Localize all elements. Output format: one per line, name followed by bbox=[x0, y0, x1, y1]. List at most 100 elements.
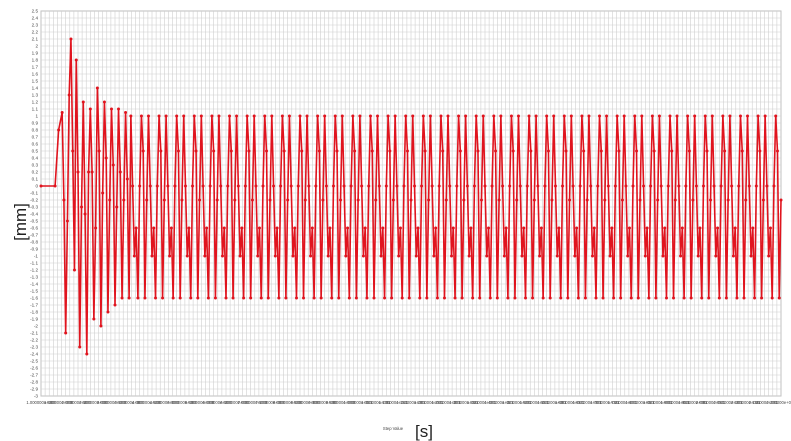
data-point bbox=[680, 226, 684, 230]
data-point bbox=[231, 296, 235, 300]
data-point bbox=[92, 317, 96, 321]
data-point bbox=[635, 149, 639, 153]
data-point bbox=[356, 198, 360, 202]
data-point bbox=[587, 114, 591, 118]
y-tick-label: -1.4 bbox=[30, 282, 38, 287]
data-point bbox=[374, 198, 378, 202]
data-point bbox=[578, 184, 582, 188]
data-point bbox=[164, 114, 168, 118]
y-tick-label: 1.3 bbox=[32, 93, 39, 98]
data-point bbox=[760, 296, 764, 300]
y-tick-label: 0.5 bbox=[32, 149, 39, 154]
y-tick-label: -1.9 bbox=[30, 317, 38, 322]
data-point bbox=[592, 226, 596, 230]
data-point bbox=[182, 114, 186, 118]
y-tick-label: 1.4 bbox=[32, 86, 39, 91]
x-tick-label: 1.850000e+001 bbox=[643, 400, 673, 405]
data-point bbox=[552, 114, 556, 118]
y-tick-label: 0.9 bbox=[32, 121, 39, 126]
data-point bbox=[590, 254, 594, 258]
data-point bbox=[57, 128, 61, 132]
data-point bbox=[421, 114, 425, 118]
data-point bbox=[545, 114, 549, 118]
data-point bbox=[80, 205, 84, 209]
data-point bbox=[617, 149, 621, 153]
y-tick-label: 1.7 bbox=[32, 65, 39, 70]
x-tick-label: 2.500000e+000 bbox=[79, 400, 109, 405]
y-tick-label: -1.7 bbox=[30, 303, 38, 308]
y-tick-label: -2.2 bbox=[30, 338, 38, 343]
y-tick-label: -2.3 bbox=[30, 345, 38, 350]
data-point bbox=[753, 296, 757, 300]
data-point bbox=[185, 254, 189, 258]
data-point bbox=[747, 184, 751, 188]
data-point bbox=[342, 184, 346, 188]
y-tick-label: -0.2 bbox=[30, 198, 38, 203]
data-point bbox=[245, 114, 249, 118]
y-tick-label: 0.8 bbox=[32, 128, 39, 133]
x-tick-label: 4.000000e+000 bbox=[132, 400, 162, 405]
x-axis-label: [s] bbox=[415, 422, 433, 441]
data-point bbox=[300, 149, 304, 153]
data-point bbox=[520, 254, 524, 258]
data-point bbox=[441, 149, 445, 153]
data-point bbox=[124, 111, 128, 114]
x-tick-label: 1.750000e+001 bbox=[608, 400, 638, 405]
y-tick-label: 0.1 bbox=[32, 177, 39, 182]
data-point bbox=[194, 149, 198, 153]
data-point bbox=[280, 114, 284, 118]
data-point bbox=[460, 296, 464, 300]
data-point bbox=[437, 184, 441, 188]
data-point bbox=[684, 184, 688, 188]
data-point bbox=[388, 149, 392, 153]
data-point bbox=[391, 198, 395, 202]
data-point bbox=[626, 254, 630, 258]
data-point bbox=[506, 296, 510, 300]
data-point bbox=[673, 198, 677, 202]
data-point bbox=[287, 114, 291, 118]
data-point bbox=[744, 198, 748, 202]
data-point bbox=[402, 184, 406, 188]
data-point bbox=[562, 114, 566, 118]
x-tick-label: 2.000000e+001 bbox=[696, 400, 726, 405]
data-point bbox=[474, 114, 478, 118]
y-tick-label: 0.6 bbox=[32, 142, 39, 147]
y-tick-label: -1.1 bbox=[30, 261, 38, 266]
y-tick-label: 1.8 bbox=[32, 58, 39, 63]
data-point bbox=[330, 296, 334, 300]
data-point bbox=[90, 170, 94, 174]
data-point bbox=[398, 226, 402, 230]
data-point bbox=[561, 184, 565, 188]
data-point bbox=[705, 149, 709, 153]
data-point bbox=[464, 114, 468, 118]
data-point bbox=[763, 114, 767, 118]
data-point bbox=[620, 198, 624, 202]
data-point bbox=[643, 254, 647, 258]
x-tick-label: 1.400000e+001 bbox=[484, 400, 514, 405]
data-point bbox=[273, 254, 277, 258]
data-point bbox=[228, 114, 232, 118]
data-point bbox=[638, 198, 642, 202]
data-point bbox=[136, 296, 140, 300]
data-point bbox=[386, 114, 390, 118]
data-point bbox=[224, 296, 228, 300]
data-point bbox=[268, 198, 272, 202]
data-point bbox=[377, 184, 381, 188]
data-point bbox=[568, 198, 572, 202]
data-point bbox=[696, 254, 700, 258]
data-point bbox=[716, 226, 720, 230]
data-point bbox=[442, 296, 446, 300]
data-point bbox=[650, 114, 654, 118]
data-point bbox=[212, 149, 216, 153]
data-point bbox=[612, 296, 616, 300]
data-point bbox=[138, 184, 142, 188]
data-point bbox=[152, 226, 156, 230]
data-point bbox=[259, 296, 263, 300]
data-point bbox=[210, 114, 214, 118]
data-point bbox=[125, 177, 129, 181]
y-tick-label: -2.5 bbox=[30, 359, 38, 364]
data-point bbox=[529, 149, 533, 153]
y-tick-label: 1 bbox=[35, 114, 38, 119]
data-point bbox=[675, 114, 679, 118]
data-point bbox=[731, 254, 735, 258]
